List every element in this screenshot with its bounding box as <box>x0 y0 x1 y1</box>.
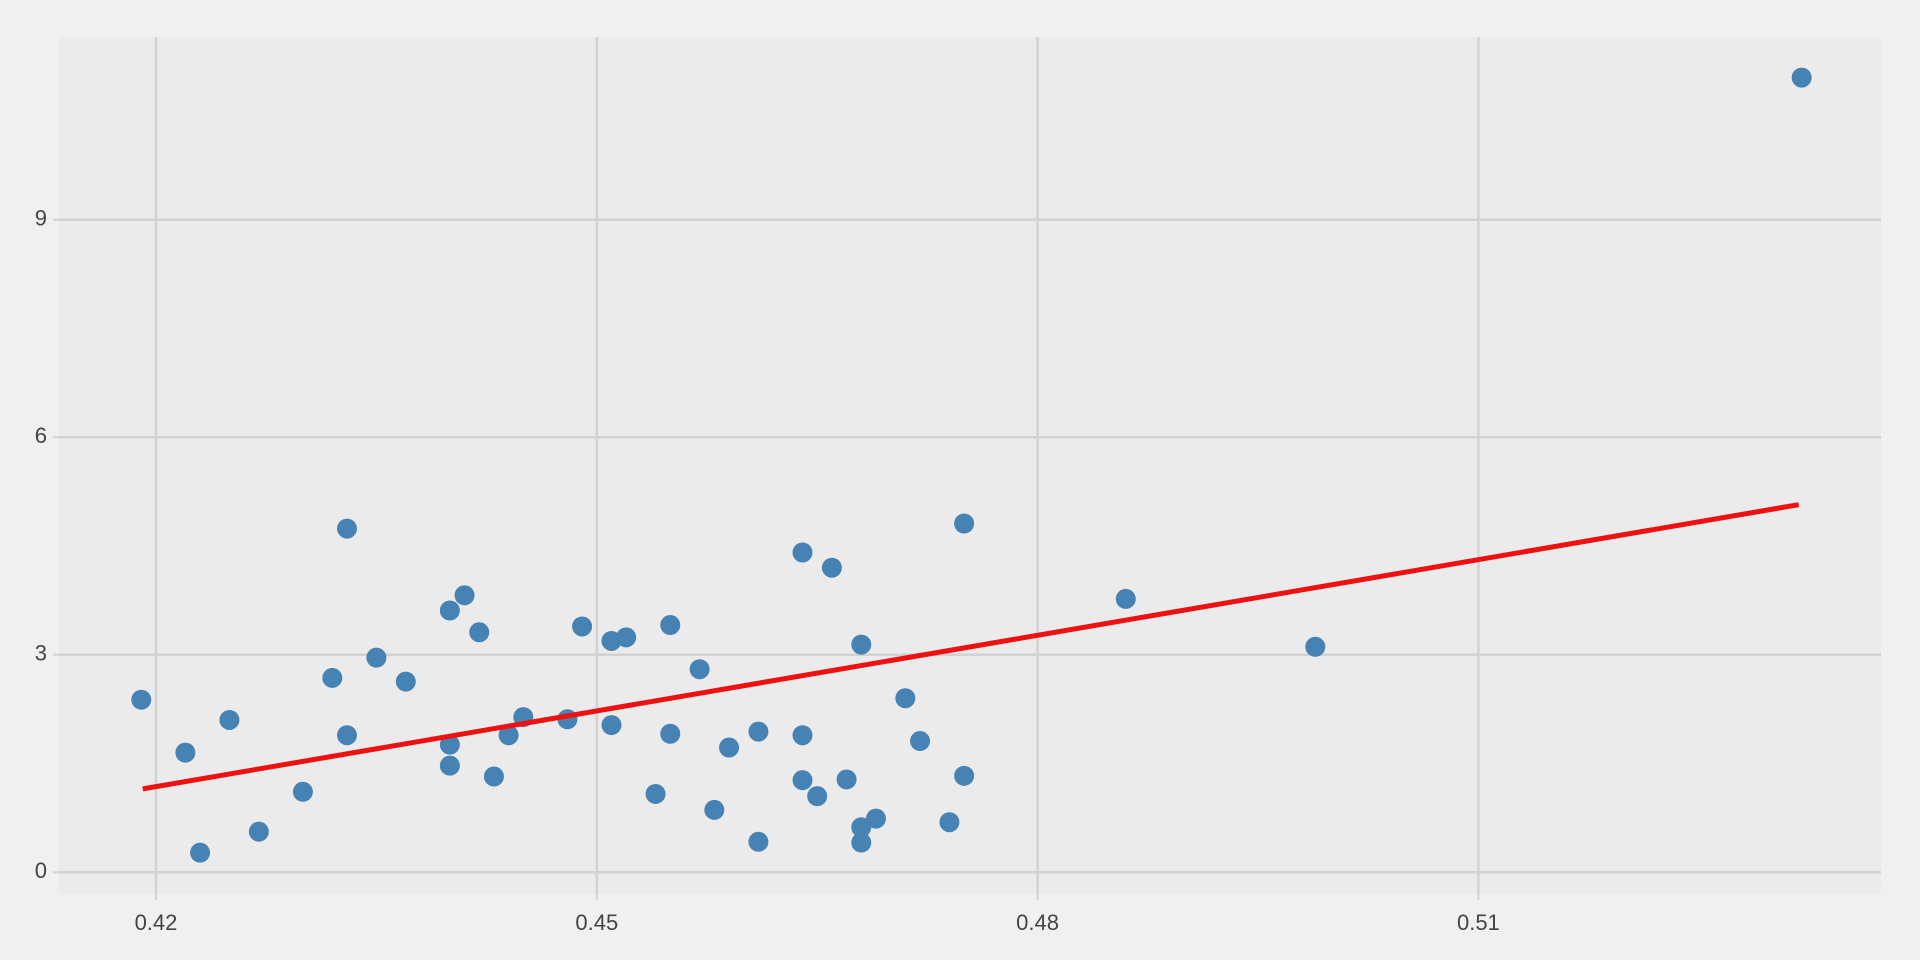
point <box>454 585 475 606</box>
point <box>483 766 504 787</box>
point <box>792 770 813 791</box>
point <box>660 615 681 636</box>
point <box>792 725 813 746</box>
point <box>336 725 357 746</box>
point <box>954 765 975 786</box>
point <box>851 832 872 853</box>
point <box>1305 636 1326 657</box>
x-tick-label: 0.51 <box>1457 910 1500 935</box>
y-tick-label: 3 <box>35 641 47 666</box>
point <box>366 647 387 668</box>
point <box>748 831 769 852</box>
point <box>469 622 490 643</box>
point <box>395 671 416 692</box>
point <box>821 557 842 578</box>
point <box>175 742 196 763</box>
point <box>498 725 519 746</box>
point <box>190 842 211 863</box>
y-tick-label: 0 <box>35 858 47 883</box>
point <box>322 667 343 688</box>
point <box>439 734 460 755</box>
y-tick-label: 6 <box>35 423 47 448</box>
point <box>939 812 960 833</box>
point <box>689 659 710 680</box>
x-tick-label: 0.48 <box>1016 910 1059 935</box>
point <box>865 808 886 829</box>
point <box>292 781 313 802</box>
point <box>895 688 916 709</box>
point <box>719 737 740 758</box>
point <box>910 731 931 752</box>
point <box>704 799 725 820</box>
point <box>439 600 460 621</box>
point <box>572 616 593 637</box>
point <box>645 783 666 804</box>
point <box>836 769 857 790</box>
x-tick-label: 0.45 <box>575 910 618 935</box>
point <box>851 634 872 655</box>
point <box>336 518 357 539</box>
point <box>439 755 460 776</box>
trend-line <box>142 502 1800 792</box>
point <box>601 715 622 736</box>
point <box>1791 67 1812 88</box>
point <box>248 821 269 842</box>
point <box>954 513 975 534</box>
point <box>851 817 872 838</box>
point <box>131 689 152 710</box>
point <box>792 542 813 563</box>
point <box>616 627 637 648</box>
y-tick-label: 9 <box>35 206 47 231</box>
point <box>807 786 828 807</box>
point <box>660 723 681 744</box>
plot-area <box>59 37 1881 894</box>
x-tick-label: 0.42 <box>135 910 178 935</box>
point <box>1115 588 1136 609</box>
point <box>748 721 769 742</box>
point <box>219 709 240 730</box>
